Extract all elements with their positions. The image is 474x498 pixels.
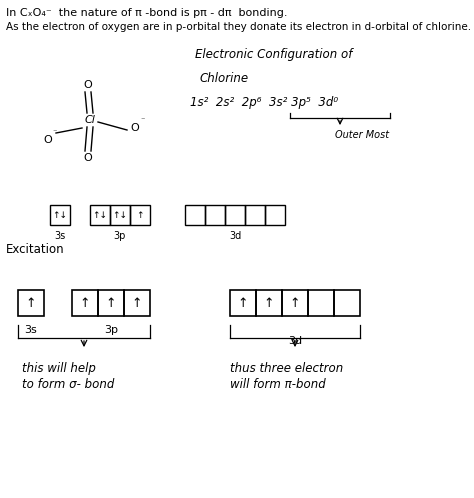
Text: As the electron of oxygen are in p-orbital they donate its electron in d-orbital: As the electron of oxygen are in p-orbit… xyxy=(6,22,471,32)
Text: ↑: ↑ xyxy=(80,296,90,309)
Text: O: O xyxy=(83,80,92,90)
Bar xyxy=(282,290,308,316)
Text: Electronic Configuration of: Electronic Configuration of xyxy=(195,48,352,61)
Text: 3p: 3p xyxy=(104,325,118,335)
Text: O: O xyxy=(131,123,139,133)
Text: Excitation: Excitation xyxy=(6,243,64,256)
Bar xyxy=(265,205,285,225)
Text: ↑↓: ↑↓ xyxy=(53,211,67,220)
Text: O: O xyxy=(44,135,52,145)
Text: ↑: ↑ xyxy=(132,296,142,309)
Text: ↑: ↑ xyxy=(26,296,36,309)
Text: 3d: 3d xyxy=(229,231,241,241)
Bar xyxy=(90,205,110,225)
Text: Cl: Cl xyxy=(84,115,95,125)
Bar xyxy=(245,205,265,225)
Text: this will help: this will help xyxy=(22,362,96,375)
Bar xyxy=(334,290,360,316)
Text: 1s²  2s²  2p⁶  3s² 3p⁵  3d⁰: 1s² 2s² 2p⁶ 3s² 3p⁵ 3d⁰ xyxy=(190,96,338,109)
Bar xyxy=(110,205,130,225)
Bar xyxy=(225,205,245,225)
Text: Chlorine: Chlorine xyxy=(200,72,249,85)
Bar xyxy=(230,290,256,316)
Text: 3s: 3s xyxy=(25,325,37,335)
Text: will form π-bond: will form π-bond xyxy=(230,378,326,391)
Text: ↑: ↑ xyxy=(264,296,274,309)
Text: ↑: ↑ xyxy=(106,296,116,309)
Bar xyxy=(50,205,70,225)
Text: ⁻: ⁻ xyxy=(53,127,57,136)
Text: ↑: ↑ xyxy=(290,296,300,309)
Text: In CₓO₄⁻  the nature of π -bond is pπ - dπ  bonding.: In CₓO₄⁻ the nature of π -bond is pπ - d… xyxy=(6,8,288,18)
Text: ↑↓: ↑↓ xyxy=(92,211,108,220)
Bar xyxy=(130,205,150,225)
Bar xyxy=(98,290,124,316)
Text: Outer Most: Outer Most xyxy=(335,130,389,140)
Text: thus three electron: thus three electron xyxy=(230,362,343,375)
Bar xyxy=(308,290,334,316)
Text: ↑↓: ↑↓ xyxy=(112,211,128,220)
Bar xyxy=(18,290,44,316)
Text: 3d: 3d xyxy=(288,336,302,346)
Text: O: O xyxy=(83,153,92,163)
Bar xyxy=(256,290,282,316)
Bar xyxy=(72,290,98,316)
Text: 3p: 3p xyxy=(114,231,126,241)
Bar xyxy=(205,205,225,225)
Text: ↑: ↑ xyxy=(238,296,248,309)
Text: ⁻: ⁻ xyxy=(141,116,145,124)
Text: to form σ- bond: to form σ- bond xyxy=(22,378,114,391)
Text: 3s: 3s xyxy=(55,231,65,241)
Text: ↑: ↑ xyxy=(136,211,144,220)
Bar xyxy=(124,290,150,316)
Bar xyxy=(185,205,205,225)
